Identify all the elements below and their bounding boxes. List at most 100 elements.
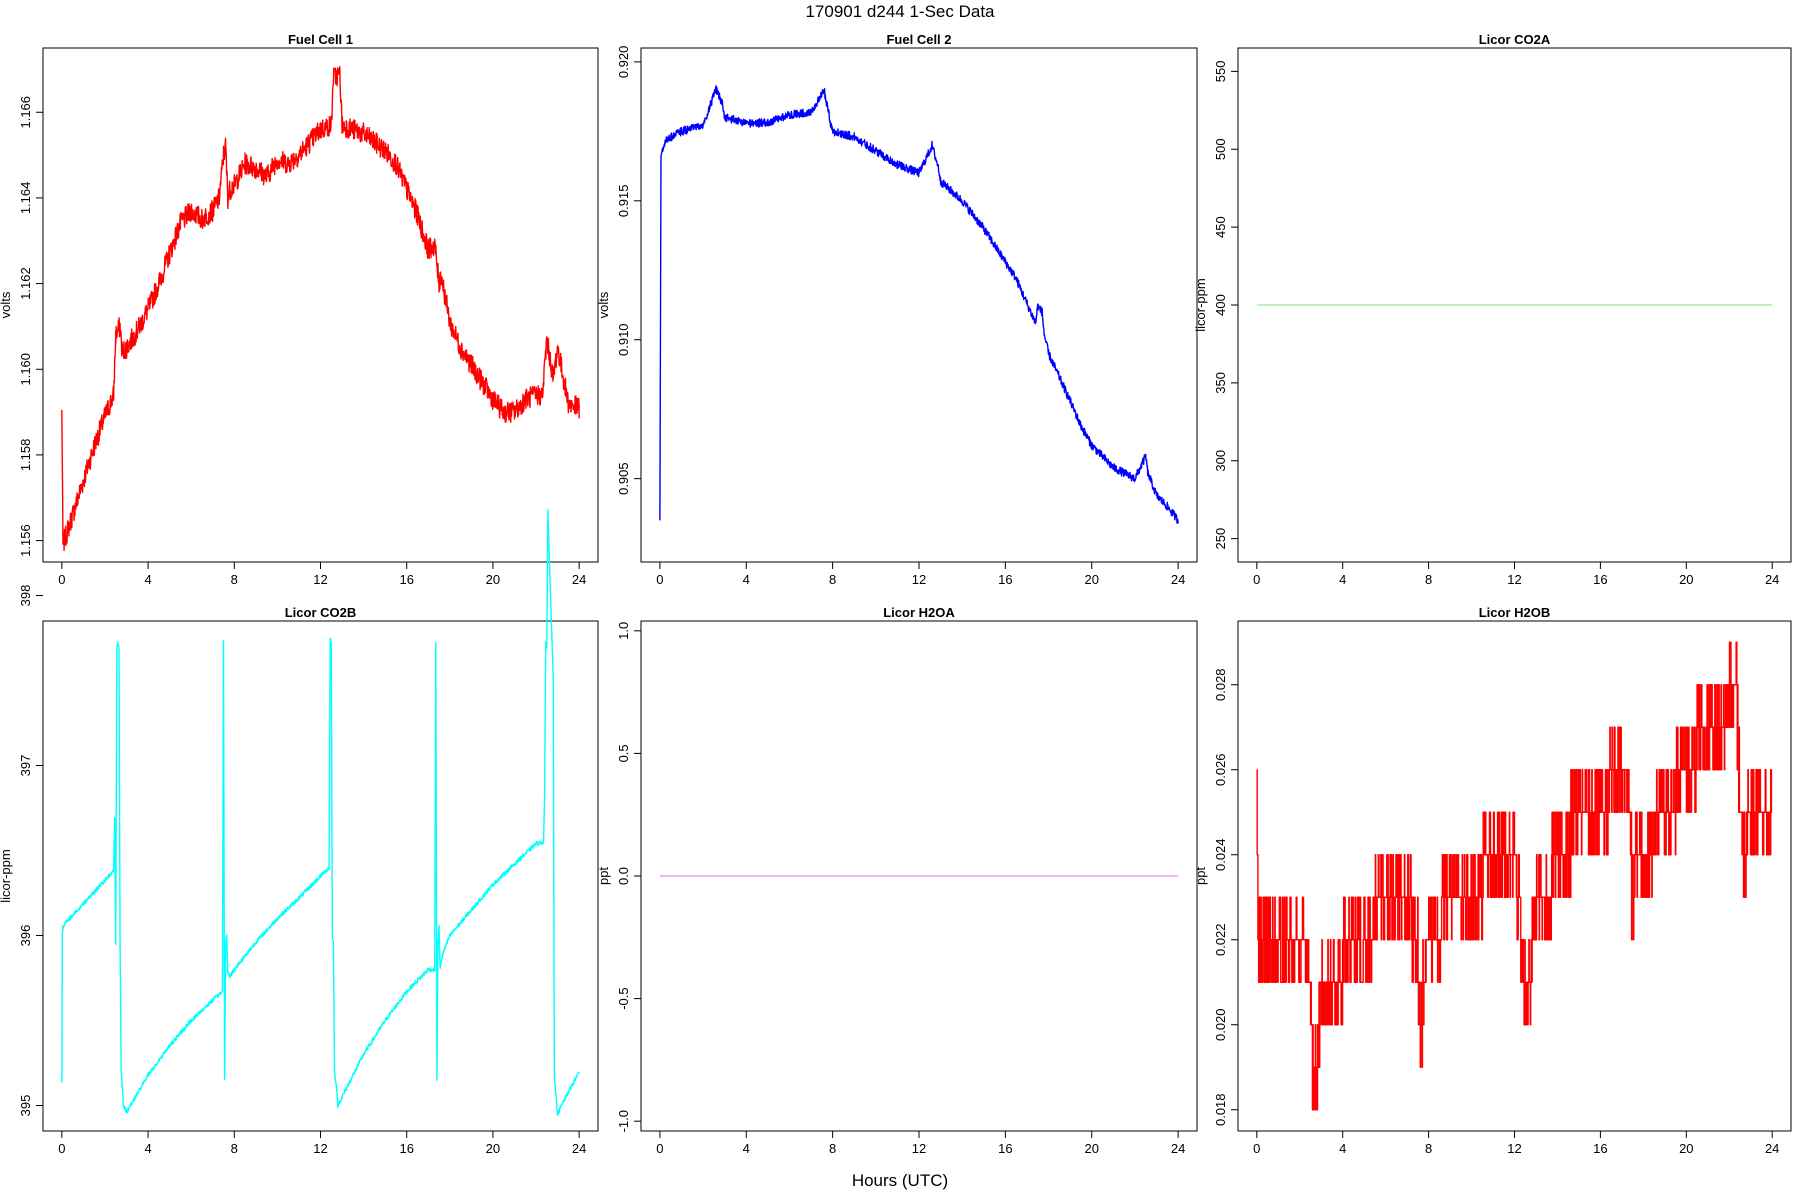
panel-title: Fuel Cell 1 [288, 32, 353, 47]
y-tick-label: 350 [1213, 372, 1228, 394]
x-tick-label: 8 [231, 572, 238, 587]
y-tick-label: 1.162 [18, 267, 33, 300]
x-tick-label: 12 [313, 572, 327, 587]
y-tick-label: 300 [1213, 450, 1228, 472]
y-tick-label: 1.164 [18, 182, 33, 215]
y-tick-label: 398 [18, 585, 33, 607]
panel-h2ob: Licor H2OB ppt 0 4 8 12 16 20 24 0.018 0.020 0.022 0… [1193, 605, 1792, 1156]
y-tick-label: 1.166 [18, 96, 33, 129]
x-tick-label: 20 [1084, 572, 1098, 587]
x-tick-label: 0 [656, 572, 663, 587]
x-tick-label: 16 [399, 572, 413, 587]
y-axis-label: licor-ppm [0, 849, 13, 902]
x-tick-label: 24 [1171, 1141, 1185, 1156]
x-tick-label: 12 [912, 572, 926, 587]
y-tick-label: 396 [18, 925, 33, 947]
x-tick-label: 0 [58, 572, 65, 587]
series-line-h2ob [1256, 641, 1773, 1111]
x-tick-label: 20 [1084, 1141, 1098, 1156]
panel-fc1: Fuel Cell 1 volts 0 4 8 12 16 20 24 1.156 1.158 1.1… [0, 32, 599, 587]
y-tick-label: 0.026 [1213, 753, 1228, 786]
plot-frame [640, 47, 1198, 563]
panel-h2oa: Licor H2OA ppt 0 4 8 12 16 20 24 -1.0 -0.5 0.0 0.5 1.… [596, 605, 1198, 1156]
x-tick-label: 20 [1679, 572, 1693, 587]
x-tick-label: 16 [399, 1141, 413, 1156]
y-tick-label: 0.028 [1213, 668, 1228, 701]
y-axis-label: ppt [596, 867, 611, 885]
panel-title: Licor CO2A [1479, 32, 1551, 47]
x-tick-label: 0 [656, 1141, 663, 1156]
x-tick-label: 24 [572, 1141, 586, 1156]
x-tick-label: 8 [1425, 1141, 1432, 1156]
panel-fc2: Fuel Cell 2 volts 0 4 8 12 16 20 24 0.905 0.910 0.9… [596, 32, 1198, 587]
x-tick-label: 12 [912, 1141, 926, 1156]
x-tick-label: 4 [743, 572, 750, 587]
y-tick-label: -1.0 [616, 1110, 631, 1132]
x-tick-label: 4 [144, 572, 151, 587]
y-tick-label: 395 [18, 1095, 33, 1117]
series-line-fc2 [659, 85, 1179, 524]
x-tick-label: 4 [144, 1141, 151, 1156]
y-tick-label: 0.0 [616, 867, 631, 885]
y-tick-label: 0.020 [1213, 1008, 1228, 1041]
x-tick-label: 24 [1765, 572, 1779, 587]
x-tick-label: 8 [1425, 572, 1432, 587]
y-tick-label: 1.156 [18, 524, 33, 557]
x-tick-label: 12 [1507, 572, 1521, 587]
main-title: 170901 d244 1-Sec Data [805, 2, 995, 21]
x-tick-label: 4 [743, 1141, 750, 1156]
x-tick-label: 8 [231, 1141, 238, 1156]
x-tick-label: 0 [58, 1141, 65, 1156]
series-line-fc1 [61, 65, 580, 552]
x-tick-label: 20 [486, 1141, 500, 1156]
y-tick-label: 0.024 [1213, 838, 1228, 871]
x-tick-label: 8 [829, 1141, 836, 1156]
panel-co2b: Licor CO2B licor-ppm 0 4 8 12 16 20 24 395 396 397 3… [0, 508, 599, 1156]
x-tick-label: 16 [1593, 572, 1607, 587]
y-axis-label: licor-ppm [1193, 278, 1208, 331]
x-tick-label: 24 [1171, 572, 1185, 587]
x-tick-label: 16 [998, 572, 1012, 587]
y-tick-label: 0.5 [616, 744, 631, 762]
y-tick-label: 397 [18, 755, 33, 777]
y-tick-label: 450 [1213, 216, 1228, 238]
y-tick-label: 1.0 [616, 622, 631, 640]
x-tick-label: 20 [486, 572, 500, 587]
y-tick-label: 1.160 [18, 353, 33, 386]
y-tick-label: -0.5 [616, 987, 631, 1009]
panel-title: Licor H2OA [883, 605, 955, 620]
x-tick-label: 8 [829, 572, 836, 587]
panel-title: Licor CO2B [285, 605, 357, 620]
y-tick-label: 400 [1213, 294, 1228, 316]
series-line-co2b [61, 508, 580, 1116]
panel-title: Licor H2OB [1479, 605, 1551, 620]
x-tick-label: 12 [1507, 1141, 1521, 1156]
x-tick-label: 20 [1679, 1141, 1693, 1156]
x-tick-label: 16 [998, 1141, 1012, 1156]
panel-title: Fuel Cell 2 [886, 32, 951, 47]
y-tick-label: 1.158 [18, 439, 33, 472]
x-tick-label: 16 [1593, 1141, 1607, 1156]
x-tick-label: 24 [1765, 1141, 1779, 1156]
x-tick-label: 24 [572, 572, 586, 587]
y-tick-label: 0.920 [616, 46, 631, 79]
y-axis-label: volts [0, 291, 13, 318]
y-axis-label: ppt [1193, 867, 1208, 885]
y-tick-label: 0.022 [1213, 923, 1228, 956]
x-tick-label: 0 [1253, 572, 1260, 587]
y-tick-label: 0.905 [616, 462, 631, 495]
y-tick-label: 0.915 [616, 185, 631, 218]
x-axis-title: Hours (UTC) [851, 1171, 949, 1190]
y-axis-label: volts [596, 291, 611, 318]
panel-co2a: Licor CO2A licor-ppm 0 4 8 12 16 20 24 250 300 350 4… [1193, 32, 1792, 587]
y-tick-label: 500 [1213, 138, 1228, 160]
y-tick-label: 0.910 [616, 323, 631, 356]
x-tick-label: 4 [1339, 1141, 1346, 1156]
y-tick-label: 550 [1213, 61, 1228, 83]
x-tick-label: 0 [1253, 1141, 1260, 1156]
y-tick-label: 250 [1213, 528, 1228, 550]
x-tick-label: 12 [313, 1141, 327, 1156]
y-tick-label: 0.018 [1213, 1093, 1228, 1126]
x-tick-label: 4 [1339, 572, 1346, 587]
